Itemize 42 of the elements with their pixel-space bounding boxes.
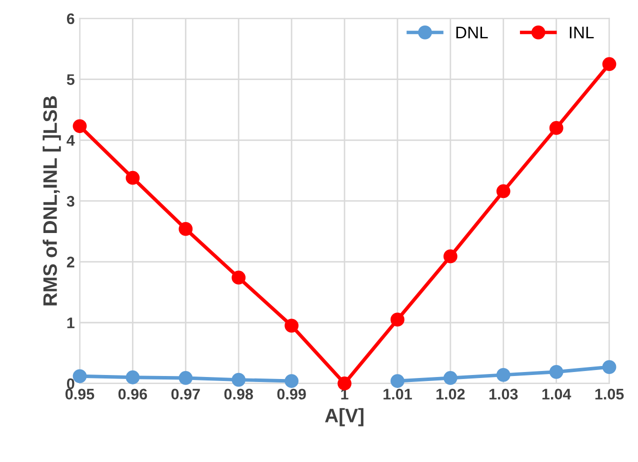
y-tick-label: 3	[66, 196, 74, 207]
x-tick-label: 1.03	[489, 388, 518, 400]
point	[126, 370, 140, 384]
x-tick-label: 0.97	[171, 388, 200, 400]
point	[72, 369, 87, 384]
point	[126, 170, 140, 185]
x-axis-title: A[V]	[325, 408, 364, 426]
point	[602, 360, 616, 374]
point	[232, 270, 246, 285]
x-tick-label: 1.04	[542, 388, 572, 400]
point	[284, 374, 299, 388]
y-tick-label: 1	[67, 318, 74, 328]
point	[338, 376, 352, 390]
y-axis-title: RMS of DNL,INL [ ]LSB	[42, 96, 61, 306]
legend-label: INL	[570, 26, 594, 38]
point	[284, 318, 299, 333]
y-tick-label: 6	[66, 13, 74, 24]
point	[496, 368, 510, 382]
legend-label: DNL	[456, 26, 488, 38]
x-tick-label: 1.01	[384, 388, 412, 400]
x-tick-label: 0.95	[65, 388, 94, 400]
point	[549, 121, 564, 135]
y-tick-label: 2	[66, 256, 74, 268]
x-tick-label: 0.99	[277, 388, 306, 400]
point	[390, 374, 404, 388]
x-tick-label: 1.05	[595, 388, 624, 400]
point	[602, 57, 616, 72]
point	[496, 184, 510, 198]
point	[232, 372, 246, 387]
y-tick-label: 4	[66, 135, 75, 146]
x-tick-label: 0.98	[224, 388, 254, 400]
point	[178, 222, 193, 236]
y-tick-label: 5	[66, 74, 74, 85]
point	[443, 249, 458, 264]
y-tick-label: 0	[66, 378, 74, 390]
point	[178, 371, 193, 385]
x-tick-label: 1.02	[436, 388, 465, 400]
point	[549, 364, 564, 379]
point	[443, 371, 458, 385]
point	[390, 312, 404, 327]
point	[72, 119, 87, 134]
x-tick-label: 0.96	[118, 388, 148, 400]
